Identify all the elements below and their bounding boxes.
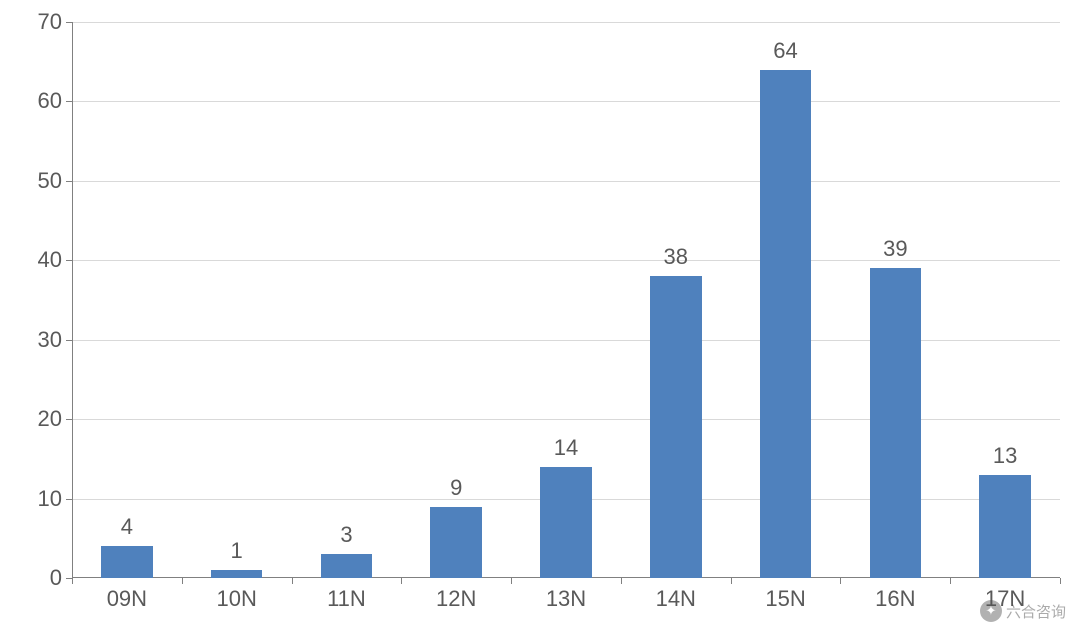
bar-value-label: 14: [554, 435, 578, 467]
bar-value-label: 64: [773, 38, 797, 70]
x-tick-label: 11N: [327, 578, 366, 612]
bar: 4: [101, 546, 153, 578]
x-tick-mark: [840, 578, 841, 584]
bar: 39: [870, 268, 922, 578]
watermark-icon: ✦: [980, 600, 1002, 622]
x-tick-mark: [292, 578, 293, 584]
x-tick-mark: [1060, 578, 1061, 584]
y-tick-label: 60: [38, 88, 72, 114]
bar: 14: [540, 467, 592, 578]
plot-area: 010203040506070409N110N311N912N1413N3814…: [72, 22, 1060, 578]
gridline: [72, 260, 1060, 261]
bar-value-label: 9: [450, 475, 462, 507]
watermark-text: 六合咨询: [1006, 601, 1066, 622]
y-tick-label: 10: [38, 486, 72, 512]
bar-chart: 010203040506070409N110N311N912N1413N3814…: [0, 0, 1080, 638]
y-tick-label: 40: [38, 247, 72, 273]
y-tick-label: 30: [38, 327, 72, 353]
gridline: [72, 22, 1060, 23]
x-tick-mark: [621, 578, 622, 584]
bar: 3: [321, 554, 373, 578]
bar-value-label: 38: [664, 244, 688, 276]
x-tick-mark: [401, 578, 402, 584]
y-tick-label: 0: [50, 565, 72, 591]
bar: 9: [430, 507, 482, 578]
x-tick-label: 10N: [216, 578, 256, 612]
y-tick-label: 70: [38, 9, 72, 35]
bar-value-label: 3: [340, 522, 352, 554]
x-tick-label: 13N: [546, 578, 586, 612]
bar-value-label: 4: [121, 514, 133, 546]
x-tick-mark: [950, 578, 951, 584]
x-tick-label: 16N: [875, 578, 915, 612]
x-tick-label: 15N: [765, 578, 805, 612]
bar: 13: [979, 475, 1031, 578]
x-tick-label: 14N: [656, 578, 696, 612]
y-tick-label: 50: [38, 168, 72, 194]
x-tick-label: 12N: [436, 578, 476, 612]
bar-value-label: 1: [231, 538, 243, 570]
bar-value-label: 13: [993, 443, 1017, 475]
x-tick-label: 09N: [107, 578, 147, 612]
bar: 1: [211, 570, 263, 578]
watermark: ✦ 六合咨询: [980, 600, 1066, 622]
x-tick-mark: [731, 578, 732, 584]
y-axis-line: [72, 22, 73, 578]
x-tick-mark: [182, 578, 183, 584]
y-tick-label: 20: [38, 406, 72, 432]
gridline: [72, 181, 1060, 182]
bar-value-label: 39: [883, 236, 907, 268]
bar: 64: [760, 70, 812, 578]
x-tick-mark: [511, 578, 512, 584]
x-tick-mark: [72, 578, 73, 584]
gridline: [72, 101, 1060, 102]
bar: 38: [650, 276, 702, 578]
